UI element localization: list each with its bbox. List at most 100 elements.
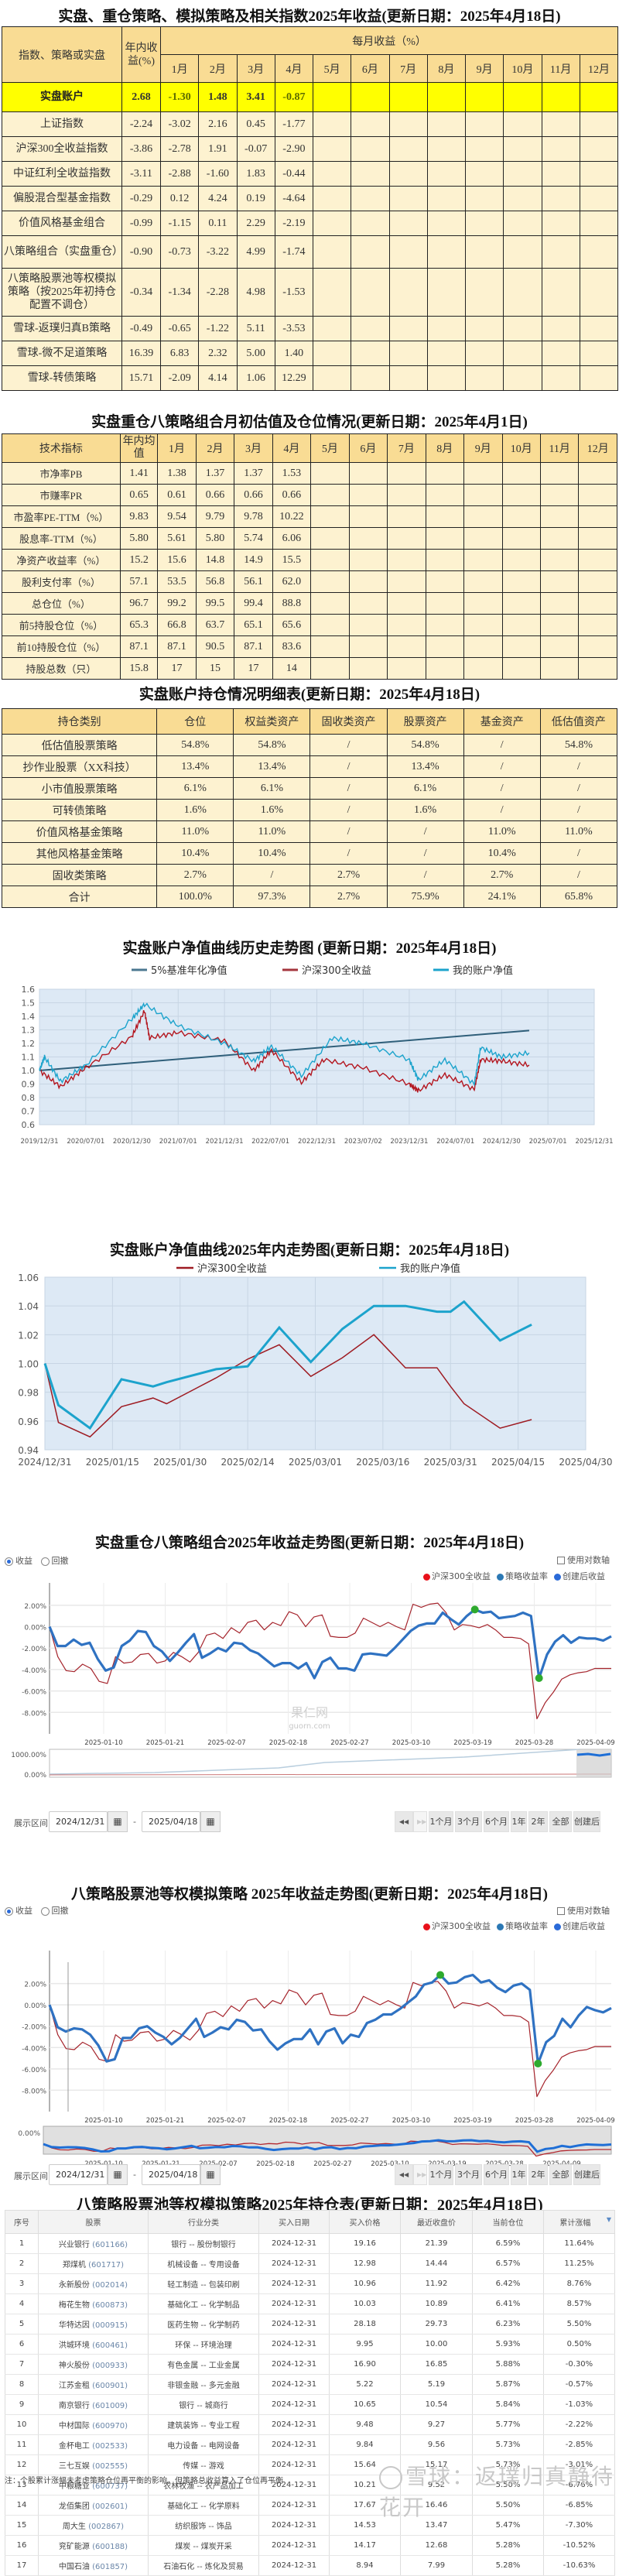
col-header[interactable]: 当前仓位	[472, 2210, 544, 2234]
log-axis-checkbox[interactable]: 使用对数轴	[557, 1553, 610, 1566]
stock-code[interactable]: (600461)	[92, 2341, 128, 2350]
calendar-icon[interactable]: ▦	[200, 2164, 221, 2185]
navigator[interactable]	[43, 2126, 612, 2155]
rewind-icon[interactable]: ◀◀	[395, 1811, 413, 1832]
stock-code[interactable]: (000915)	[92, 2321, 128, 2330]
log-axis-checkbox-2[interactable]: 使用对数轴	[557, 1904, 610, 1917]
stock-cell[interactable]: 兴业银行 (601166)	[38, 2233, 149, 2254]
stock-name[interactable]: 南京银行	[58, 2402, 90, 2410]
stock-name[interactable]: 洪城环境	[58, 2341, 90, 2350]
range-button-4[interactable]: 2年	[528, 2164, 548, 2185]
stock-name[interactable]: 华特达因	[58, 2321, 90, 2330]
stock-name[interactable]: 周大生	[62, 2523, 86, 2531]
end-date-input[interactable]: 2025/04/18	[142, 2164, 200, 2185]
stock-code[interactable]: (600970)	[92, 2422, 128, 2430]
stock-code[interactable]: (601857)	[92, 2563, 128, 2571]
stock-cell[interactable]: 周大生 (002867)	[38, 2515, 149, 2536]
stock-cell[interactable]: 中材国际 (600970)	[38, 2414, 149, 2435]
range-button-2[interactable]: 6个月	[484, 1811, 509, 1832]
stock-cell[interactable]: 郑煤机 (601717)	[38, 2253, 149, 2274]
stock-cell[interactable]: 中国石油 (601857)	[38, 2555, 149, 2576]
stock-code[interactable]: (002533)	[92, 2442, 128, 2451]
range-button-0[interactable]: 1个月	[429, 2164, 453, 2185]
stock-cell[interactable]: 江苏金租 (600901)	[38, 2374, 149, 2395]
col-header[interactable]: 累计涨幅 ▼	[543, 2210, 615, 2234]
calendar-icon[interactable]: ▦	[108, 2164, 128, 2185]
range-button-5[interactable]: 全部	[549, 1811, 572, 1832]
stock-name[interactable]: 兖矿能源	[58, 2543, 90, 2551]
range-button-4[interactable]: 2年	[528, 1811, 548, 1832]
stock-cell[interactable]: 兖矿能源 (600188)	[38, 2535, 149, 2556]
col-header[interactable]: 行业分类	[148, 2210, 259, 2234]
stock-name[interactable]: 金杯电工	[58, 2442, 90, 2451]
range-button-1[interactable]: 3个月	[455, 1811, 482, 1832]
stock-name[interactable]: 永新股份	[58, 2281, 90, 2290]
legend-item[interactable]: 创建后收益	[554, 1571, 605, 1581]
legend-item[interactable]: 策略收益率	[497, 1571, 548, 1581]
stock-name[interactable]: 中粮糖业	[58, 2482, 90, 2491]
stock-code[interactable]: (600873)	[92, 2301, 128, 2310]
stock-code[interactable]: (600188)	[92, 2543, 128, 2551]
stock-cell[interactable]: 梅花生物 (600873)	[38, 2293, 149, 2314]
stock-cell[interactable]: 华特达因 (000915)	[38, 2314, 149, 2334]
radio-return-2[interactable]: 收益	[5, 1906, 32, 1916]
stock-cell[interactable]: 南京银行 (601009)	[38, 2394, 149, 2415]
range-button-5[interactable]: 全部	[549, 2164, 572, 2185]
stock-name[interactable]: 龙佰集团	[58, 2502, 90, 2511]
radio-return[interactable]: 收益	[5, 1556, 32, 1566]
legend-item[interactable]: 沪深300全收益	[423, 1571, 491, 1581]
radio-drawdown[interactable]: 回撤	[40, 1556, 69, 1566]
range-button-3[interactable]: 1年	[511, 2164, 527, 2185]
stock-cell[interactable]: 中粮糖业 (600737)	[38, 2475, 149, 2496]
col-header[interactable]: 最近收盘价	[400, 2210, 473, 2234]
stock-code[interactable]: (600901)	[92, 2382, 128, 2390]
legend-item[interactable]: 策略收益率	[497, 1921, 548, 1931]
col-header[interactable]: 买入日期	[258, 2210, 330, 2234]
indicator-name: 前10持股仓位（%）	[2, 635, 121, 658]
forward-icon[interactable]: ▶▶	[413, 2164, 427, 2185]
sort-desc-icon[interactable]: ▼	[606, 2216, 611, 2223]
calendar-icon[interactable]: ▦	[200, 1811, 221, 1832]
stock-cell[interactable]: 金杯电工 (002533)	[38, 2434, 149, 2455]
stock-cell[interactable]: 永新股份 (002014)	[38, 2273, 149, 2294]
stock-code[interactable]: (002014)	[92, 2281, 128, 2290]
col-header[interactable]: 买入价格	[329, 2210, 401, 2234]
stock-cell[interactable]: 洪城环境 (600461)	[38, 2334, 149, 2355]
stock-name[interactable]: 中材国际	[58, 2422, 90, 2430]
radio-drawdown-2[interactable]: 回撤	[40, 1906, 69, 1916]
rewind-icon[interactable]: ◀◀	[395, 2164, 413, 2185]
stock-code[interactable]: (601717)	[88, 2261, 125, 2269]
stock-name[interactable]: 中国石油	[58, 2563, 90, 2571]
end-date-input[interactable]: 2025/04/18	[142, 1811, 200, 1832]
stock-code[interactable]: (002867)	[88, 2523, 125, 2531]
range-button-1[interactable]: 3个月	[455, 2164, 482, 2185]
stock-name[interactable]: 兴业银行	[58, 2241, 90, 2249]
legend-item[interactable]: 创建后收益	[554, 1921, 605, 1931]
stock-code[interactable]: (600737)	[92, 2482, 128, 2491]
range-button-0[interactable]: 1个月	[429, 1811, 453, 1832]
stock-name[interactable]: 梅花生物	[58, 2301, 90, 2310]
stock-code[interactable]: (601166)	[92, 2241, 128, 2249]
stock-code[interactable]: (000933)	[92, 2362, 128, 2370]
stock-cell[interactable]: 神火股份 (000933)	[38, 2354, 149, 2375]
stock-code[interactable]: (002601)	[92, 2502, 128, 2511]
range-button-2[interactable]: 6个月	[484, 2164, 509, 2185]
range-button-6[interactable]: 创建后	[573, 1811, 600, 1832]
col-header[interactable]: 序号	[5, 2210, 39, 2234]
stock-code[interactable]: (002555)	[92, 2462, 128, 2471]
forward-icon[interactable]: ▶▶	[413, 1811, 427, 1832]
range-button-3[interactable]: 1年	[511, 1811, 527, 1832]
legend-item[interactable]: 沪深300全收益	[423, 1921, 491, 1931]
stock-cell[interactable]: 龙佰集团 (002601)	[38, 2495, 149, 2516]
calendar-icon[interactable]: ▦	[108, 1811, 128, 1832]
stock-name[interactable]: 神火股份	[58, 2362, 90, 2370]
stock-name[interactable]: 三七互娱	[58, 2462, 90, 2471]
col-header[interactable]: 股票	[38, 2210, 149, 2234]
stock-code[interactable]: (601009)	[92, 2402, 128, 2410]
start-date-input[interactable]: 2024/12/31	[49, 2164, 108, 2185]
stock-name[interactable]: 郑煤机	[62, 2261, 86, 2269]
stock-cell[interactable]: 三七互娱 (002555)	[38, 2454, 149, 2475]
range-button-6[interactable]: 创建后	[573, 2164, 600, 2185]
stock-name[interactable]: 江苏金租	[58, 2382, 90, 2390]
start-date-input[interactable]: 2024/12/31	[49, 1811, 108, 1832]
